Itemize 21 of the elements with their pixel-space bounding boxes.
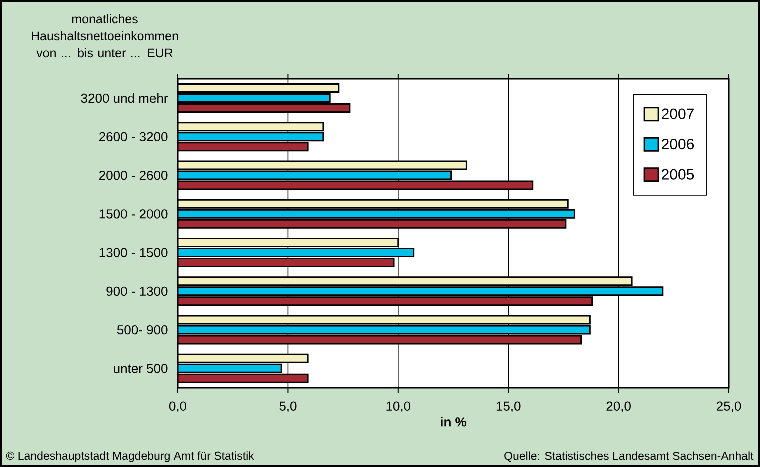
- x-tick-label: 15,0: [496, 402, 521, 412]
- y-tick-label: 2600 - 3200: [100, 132, 168, 142]
- text: © Landeshauptstadt Magdeburg Amt für Statistik: [6, 452, 254, 462]
- y-tick-label: 900 - 1300: [106, 286, 168, 296]
- y-tick-label: 500- 900: [117, 325, 168, 335]
- x-axis-title: in %: [441, 417, 467, 427]
- y-tick-label: unter 500: [114, 364, 168, 374]
- legend-label: 2005: [662, 169, 694, 180]
- source-note: Quelle: Statistisches Landesamt Sachsen-Anhalt: [504, 452, 754, 462]
- x-tick-label: 10,0: [386, 402, 411, 412]
- legend-label: 2006: [662, 139, 694, 150]
- x-tick-label: 20,0: [606, 402, 631, 412]
- x-tick-label: 5,0: [280, 402, 297, 412]
- y-tick-label: 1300 - 1500: [100, 248, 168, 258]
- x-tick-label: 25,0: [717, 402, 742, 412]
- y-tick-label: 2000 - 2600: [100, 170, 168, 180]
- y-axis-title: monatliches Haushaltsnettoeinkommen von ... bis unter ... EUR: [32, 14, 178, 58]
- x-tick-label: 0,0: [169, 402, 187, 412]
- y-tick-label: 3200 und mehr: [81, 94, 168, 104]
- y-tick-label: 1500 - 2000: [100, 210, 168, 219]
- legend-label: 2007: [662, 108, 694, 120]
